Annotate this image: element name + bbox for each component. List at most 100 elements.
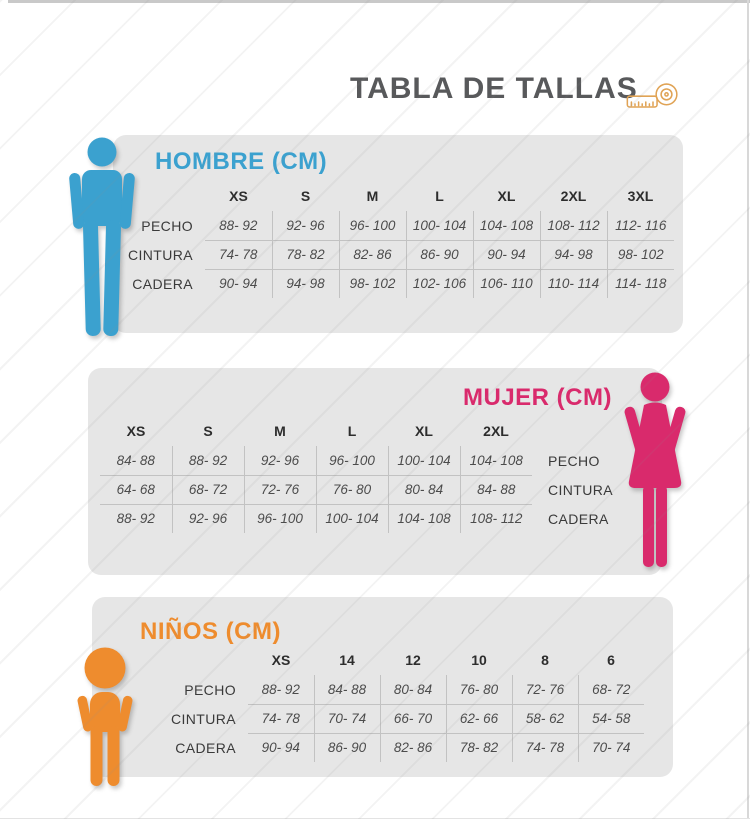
size-value-cell: 82- 86 — [379, 732, 446, 762]
measurement-label: PECHO — [141, 217, 193, 234]
size-value-cell: 98- 102 — [606, 239, 674, 269]
woman-icon — [624, 372, 686, 567]
size-value-cell: 100- 104 — [315, 503, 388, 533]
size-value-cell: 100- 104 — [387, 446, 460, 475]
size-value-cell: 92- 96 — [171, 503, 244, 533]
size-value-cell: 70- 74 — [577, 732, 644, 762]
size-value-cell: 58- 62 — [511, 703, 578, 733]
size-value-cell: 80- 84 — [387, 474, 460, 504]
size-value-cell: 80- 84 — [379, 675, 446, 704]
size-header: XS — [271, 652, 291, 668]
size-value-cell: 90- 94 — [472, 239, 540, 269]
size-value-cell: 92- 96 — [271, 211, 339, 240]
size-header: XL — [415, 423, 433, 439]
size-value-cell: 72- 76 — [511, 675, 578, 704]
size-value-cell: 82- 86 — [338, 239, 406, 269]
size-value-cell: 104- 108 — [472, 211, 540, 240]
size-header: XS — [126, 423, 146, 439]
size-value-cell: 78- 82 — [445, 732, 512, 762]
size-value-cell: 62- 66 — [445, 703, 512, 733]
size-value-cell: 110- 114 — [539, 268, 607, 298]
size-value-cell: 112- 116 — [606, 211, 674, 240]
size-header-spacer — [148, 649, 248, 675]
size-value-cell: 90- 94 — [248, 732, 314, 762]
size-header: S — [203, 423, 213, 439]
men-section-title: HOMBRE (CM) — [155, 148, 328, 175]
size-header: 14 — [339, 652, 355, 668]
size-header: 6 — [607, 652, 615, 668]
size-value-cell: 76- 80 — [315, 474, 388, 504]
measuring-tape-icon — [626, 83, 678, 108]
size-value-cell: 70- 74 — [313, 703, 380, 733]
measurement-label: PECHO — [184, 681, 236, 698]
size-header: M — [366, 188, 379, 204]
size-value-cell: 108- 112 — [539, 211, 607, 240]
size-value-cell: 74- 78 — [511, 732, 578, 762]
size-value-cell: 88- 92 — [100, 503, 172, 533]
size-header: M — [274, 423, 286, 439]
size-header: XL — [497, 188, 516, 204]
man-icon — [69, 137, 135, 336]
men-section-panel: HOMBRE (CM) XS S M L XL 2XL 3XL PECHO 88- 92 92- … — [113, 135, 683, 333]
child-icon — [77, 647, 133, 786]
page-right-border — [747, 0, 749, 819]
size-header: 12 — [405, 652, 421, 668]
women-section-title: MUJER (CM) — [463, 384, 612, 411]
size-value-cell: 102- 106 — [405, 268, 473, 298]
size-header: 2XL — [560, 188, 587, 204]
size-value-cell: 108- 112 — [459, 503, 532, 533]
size-header: L — [347, 423, 357, 439]
size-value-cell: 96- 100 — [243, 503, 316, 533]
size-value-cell: 114- 118 — [606, 268, 674, 298]
size-header: 3XL — [627, 188, 654, 204]
size-value-cell: 100- 104 — [405, 211, 473, 240]
size-value-cell: 84- 88 — [459, 474, 532, 504]
size-value-cell: 92- 96 — [243, 446, 316, 475]
size-value-cell: 98- 102 — [338, 268, 406, 298]
page-top-border — [8, 0, 750, 3]
size-value-cell: 104- 108 — [387, 503, 460, 533]
size-value-cell: 104- 108 — [459, 446, 532, 475]
women-size-table: XS S M L XL 2XL 84- 88 88- 92 92- 96 96- 100 100- … — [100, 420, 622, 533]
size-value-cell: 74- 78 — [205, 239, 272, 269]
size-value-cell: 66- 70 — [379, 703, 446, 733]
measurement-label: CINTURA — [170, 710, 236, 727]
measurement-label: PECHO — [548, 452, 600, 469]
women-section-panel: MUJER (CM) XS S M L XL 2XL 84- 88 88- 92 92- 96 9… — [88, 368, 662, 575]
size-value-cell: 96- 100 — [315, 446, 388, 475]
size-value-cell: 84- 88 — [313, 675, 380, 704]
kids-section-panel: NIÑOS (CM) XS 14 12 10 8 6 PECHO 88- 92 84- 88 80… — [92, 597, 673, 777]
size-value-cell: 86- 90 — [405, 239, 473, 269]
size-header-spacer — [532, 420, 622, 446]
men-size-table: XS S M L XL 2XL 3XL PECHO 88- 92 92- 96 96- 100 100… — [123, 185, 674, 298]
size-value-cell: 78- 82 — [271, 239, 339, 269]
size-value-cell: 64- 68 — [100, 474, 172, 504]
size-value-cell: 106- 110 — [472, 268, 540, 298]
size-value-cell: 72- 76 — [243, 474, 316, 504]
size-value-cell: 94- 98 — [271, 268, 339, 298]
size-value-cell: 84- 88 — [116, 452, 155, 468]
size-header: XS — [229, 188, 248, 204]
size-value-cell: 68- 72 — [171, 474, 244, 504]
size-header: 8 — [541, 652, 549, 668]
kids-size-table: XS 14 12 10 8 6 PECHO 88- 92 84- 88 80- 84 76- 80 7… — [148, 649, 644, 762]
size-value-cell: 90- 94 — [205, 268, 272, 298]
size-header: L — [435, 188, 444, 204]
kids-section-title: NIÑOS (CM) — [140, 618, 281, 645]
size-value-cell: 86- 90 — [313, 732, 380, 762]
measurement-label: CADERA — [548, 510, 609, 527]
size-value-cell: 74- 78 — [248, 703, 314, 733]
size-value-cell: 88- 92 — [219, 217, 258, 233]
size-value-cell: 88- 92 — [171, 446, 244, 475]
size-value-cell: 68- 72 — [577, 675, 644, 704]
size-value-cell: 88- 92 — [261, 681, 300, 697]
size-header: 10 — [471, 652, 487, 668]
measurement-label: CADERA — [175, 739, 236, 756]
measurement-label: CINTURA — [127, 246, 193, 263]
size-header: S — [300, 188, 311, 204]
size-value-cell: 54- 58 — [577, 703, 644, 733]
page-title: TABLA DE TALLAS — [350, 72, 638, 105]
size-value-cell: 94- 98 — [539, 239, 607, 269]
size-value-cell: 96- 100 — [338, 211, 406, 240]
